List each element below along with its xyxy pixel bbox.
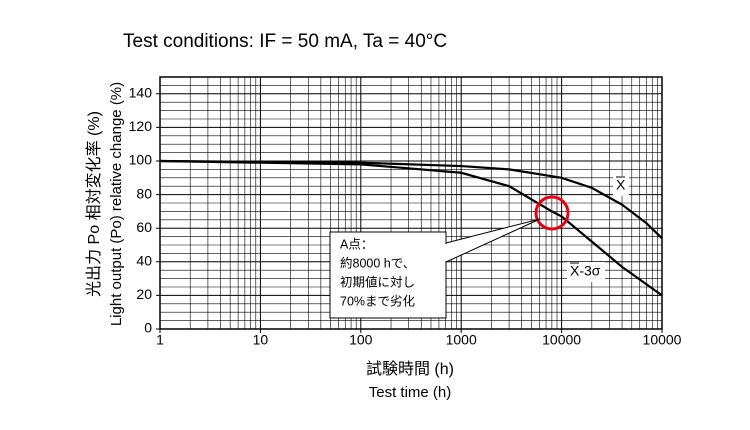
line-series: [159, 159, 663, 240]
y-tick-label: 20: [136, 286, 152, 302]
callout-text: 70%まで劣化: [340, 294, 416, 308]
legend-label: X-3σ: [570, 263, 601, 279]
highlight-circle: [534, 195, 570, 231]
y-tick-label: 140: [129, 85, 153, 101]
x-axis-label-en: Test time (h): [369, 384, 452, 401]
y-tick-label: 60: [136, 219, 152, 235]
y-tick-label: 0: [144, 320, 152, 336]
x-tick-label: 10000: [542, 332, 581, 348]
x-tick-label: 10000: [643, 332, 682, 348]
y-axis-label: 光出力 Po 相対変化率 (%): [85, 111, 103, 297]
x-tick-label: 1000: [446, 332, 477, 348]
x-tick-label: 100: [349, 332, 373, 348]
y-axis-label-en: Light output (Po) relative change (%): [108, 82, 125, 326]
y-tick-label: 80: [136, 185, 152, 201]
legend-bg: [613, 176, 629, 196]
callout-text: 初期値に対し: [340, 274, 415, 289]
chart-title: Test conditions: IF = 50 mA, Ta = 40°C: [123, 31, 447, 52]
legend-bg: [567, 262, 605, 282]
x-tick-label: 10: [253, 332, 269, 348]
callout-text: 約8000 hで、: [340, 255, 415, 270]
y-tick-label: 120: [129, 118, 153, 134]
callout-text: A点：: [340, 237, 373, 251]
plot-frame: [159, 76, 663, 330]
legend-label: X: [616, 177, 626, 193]
y-tick-label: 100: [129, 152, 153, 168]
y-tick-label: 40: [136, 253, 152, 269]
x-axis-label: 試験時間 (h): [366, 360, 454, 378]
line-series: [159, 159, 663, 297]
x-tick-label: 1: [156, 332, 164, 348]
callout-box: [329, 231, 447, 319]
